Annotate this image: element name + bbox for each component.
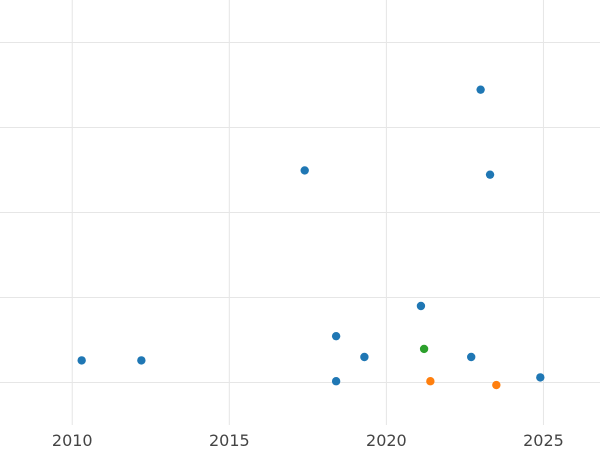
data-point-s0-4	[331, 377, 341, 386]
x-tick-label: 2020	[366, 431, 407, 450]
gridlines	[0, 0, 600, 425]
x-tick-label: 2015	[209, 431, 250, 450]
data-point-s2-0	[426, 377, 435, 386]
data-point-s0-6	[416, 301, 426, 311]
data-point-s0-5	[360, 352, 369, 362]
data-point-s0-3	[331, 331, 341, 341]
data-point-s0-0	[77, 356, 86, 365]
x-tick-label: 2010	[52, 431, 93, 450]
data-point-s0-7	[467, 352, 476, 362]
data-points	[77, 85, 545, 390]
data-point-s1-0	[419, 344, 429, 354]
x-tick-label: 2025	[523, 431, 564, 450]
data-point-s0-2	[300, 166, 309, 175]
data-point-s0-10	[536, 373, 545, 382]
data-point-s2-1	[492, 380, 501, 390]
data-point-s0-8	[476, 85, 485, 94]
data-point-s0-9	[485, 170, 495, 179]
x-axis-ticks: 2010 2015 2020 2025	[52, 431, 564, 450]
data-point-s0-1	[137, 356, 146, 365]
